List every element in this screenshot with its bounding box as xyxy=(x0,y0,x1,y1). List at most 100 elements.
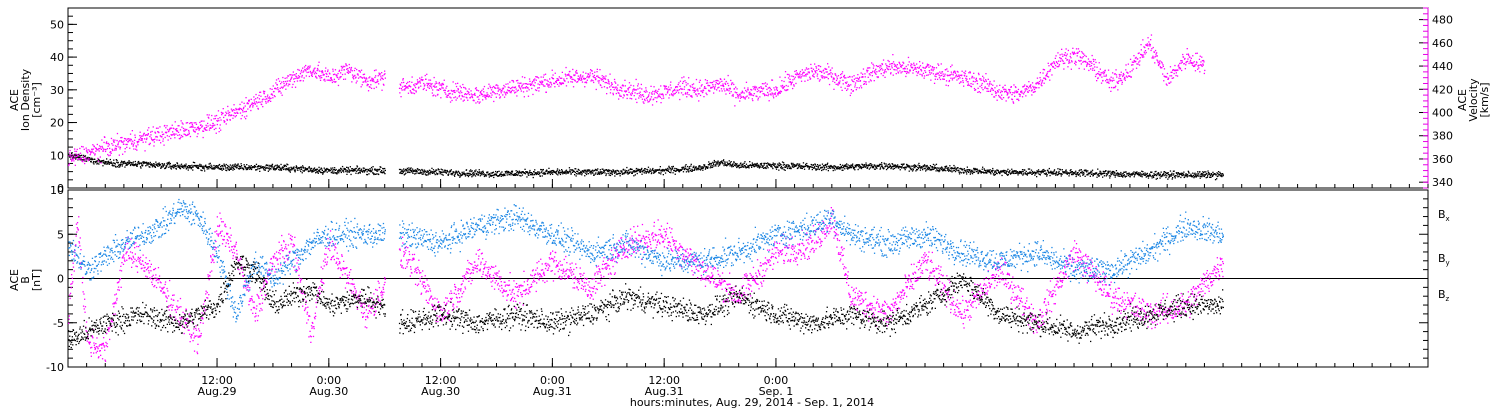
velocity-point-41 xyxy=(83,157,85,159)
ion-density-point-35 xyxy=(81,154,83,156)
ion-density-point-2442 xyxy=(991,171,993,173)
ion-density-point-1685 xyxy=(709,167,711,169)
ion-density-point-2028 xyxy=(837,166,839,168)
velocity-point-1212 xyxy=(533,80,535,82)
ion-density-point-1043 xyxy=(470,170,472,173)
ion-density-point-2038 xyxy=(841,167,843,169)
ion-density-point-582 xyxy=(284,164,287,167)
velocity-point-1044 xyxy=(470,93,473,95)
velocity-point-372 xyxy=(206,114,208,116)
velocity-point-1658 xyxy=(699,79,701,81)
ion-density-point-443 xyxy=(233,166,235,168)
ion-density-point-1104 xyxy=(493,176,495,179)
ion-density-point-2830 xyxy=(1136,171,1138,173)
velocity-point-55 xyxy=(88,158,90,160)
ion-density-point-1000 xyxy=(454,173,456,175)
ion-density-point-725 xyxy=(338,172,340,174)
velocity-point-988 xyxy=(449,101,452,103)
ion-density-point-70 xyxy=(94,158,96,160)
ion-density-point-1917 xyxy=(796,164,798,166)
ion-density-point-871 xyxy=(406,170,408,172)
velocity-point-636 xyxy=(305,64,307,67)
velocity-point-152 xyxy=(124,148,126,150)
ion-density-point-354 xyxy=(199,165,202,168)
velocity-point-908 xyxy=(420,85,422,87)
ion-density-point-2142 xyxy=(879,167,882,169)
ion-density-point-1373 xyxy=(593,174,595,176)
velocity-point-481 xyxy=(247,108,249,110)
ion-density-point-917 xyxy=(423,170,425,173)
ion-density-point-2015 xyxy=(832,169,834,172)
ion-density-point-538 xyxy=(268,166,270,168)
ion-density-point-1863 xyxy=(775,168,778,170)
ion-density-point-175 xyxy=(133,164,135,167)
ion-density-point-118 xyxy=(112,164,114,166)
velocity-point-516 xyxy=(260,95,262,97)
ion-density-point-838 xyxy=(380,166,382,168)
ion-density-point-771 xyxy=(355,172,357,174)
velocity-point-1094 xyxy=(489,85,491,87)
velocity-point-820 xyxy=(373,87,375,90)
ion-density-point-974 xyxy=(444,169,446,171)
velocity-point-1435 xyxy=(616,87,618,89)
velocity-point-1586 xyxy=(672,89,674,92)
velocity-point-1416 xyxy=(609,73,611,75)
ion-density-point-2919 xyxy=(1169,174,1171,176)
ion-density-point-26 xyxy=(77,156,79,159)
ion-density-point-2484 xyxy=(1007,168,1009,170)
velocity-point-803 xyxy=(367,80,369,82)
velocity-point-931 xyxy=(428,87,430,89)
velocity-point-1401 xyxy=(603,86,606,88)
ion-density-point-208 xyxy=(145,162,147,164)
ion-density-point-912 xyxy=(421,173,423,175)
ion-density-point-224 xyxy=(151,164,153,166)
ion-density-point-2051 xyxy=(846,163,848,165)
velocity-point-604 xyxy=(293,78,295,80)
ion-density-point-415 xyxy=(222,167,224,170)
ion-density-point-880 xyxy=(409,168,411,170)
ion-density-point-335 xyxy=(192,161,195,163)
velocity-point-499 xyxy=(253,101,256,103)
ion-density-point-1725 xyxy=(724,162,726,164)
velocity-point-399 xyxy=(216,123,218,126)
velocity-point-1674 xyxy=(705,92,707,94)
ion-density-point-1378 xyxy=(595,172,597,174)
ion-density-point-1724 xyxy=(724,161,726,163)
velocity-point-1510 xyxy=(644,99,646,102)
velocity-point-637 xyxy=(305,70,307,72)
ion-density-point-842 xyxy=(381,172,383,174)
velocity-point-322 xyxy=(188,129,190,132)
velocity-point-661 xyxy=(314,67,316,69)
ion-density-point-2809 xyxy=(1128,172,1130,174)
ion-density-point-200 xyxy=(142,161,144,163)
velocity-point-1133 xyxy=(503,96,506,98)
ion-density-point-40 xyxy=(82,154,85,157)
ion-density-point-486 xyxy=(249,168,251,170)
ion-density-point-892 xyxy=(414,173,416,175)
ion-density-point-772 xyxy=(355,167,357,170)
ion-density-point-542 xyxy=(270,165,272,167)
ion-density-point-825 xyxy=(375,169,377,171)
ion-density-point-603 xyxy=(292,166,294,169)
velocity-point-497 xyxy=(253,96,255,98)
ion-density-point-529 xyxy=(265,167,267,170)
ion-density-point-274 xyxy=(170,167,172,169)
ion-density-point-2342 xyxy=(954,166,956,168)
ion-density-point-231 xyxy=(154,164,156,166)
ion-density-point-1124 xyxy=(500,175,502,177)
velocity-point-1093 xyxy=(489,95,491,97)
velocity-point-1512 xyxy=(645,87,647,89)
velocity-point-1300 xyxy=(566,77,568,80)
ion-density-point-714 xyxy=(334,167,336,169)
velocity-point-593 xyxy=(289,83,291,86)
velocity-point-658 xyxy=(313,70,315,72)
ion-density-point-319 xyxy=(186,166,189,168)
ion-density-point-1798 xyxy=(751,162,753,164)
ion-density-point-1233 xyxy=(541,171,543,173)
ion-density-point-2556 xyxy=(1034,174,1036,176)
ion-density-point-103 xyxy=(106,161,108,163)
ion-density-point-2758 xyxy=(1109,170,1111,172)
velocity-point-821 xyxy=(373,69,376,72)
velocity-point-1385 xyxy=(597,76,600,78)
ion-density-point-828 xyxy=(376,168,378,171)
